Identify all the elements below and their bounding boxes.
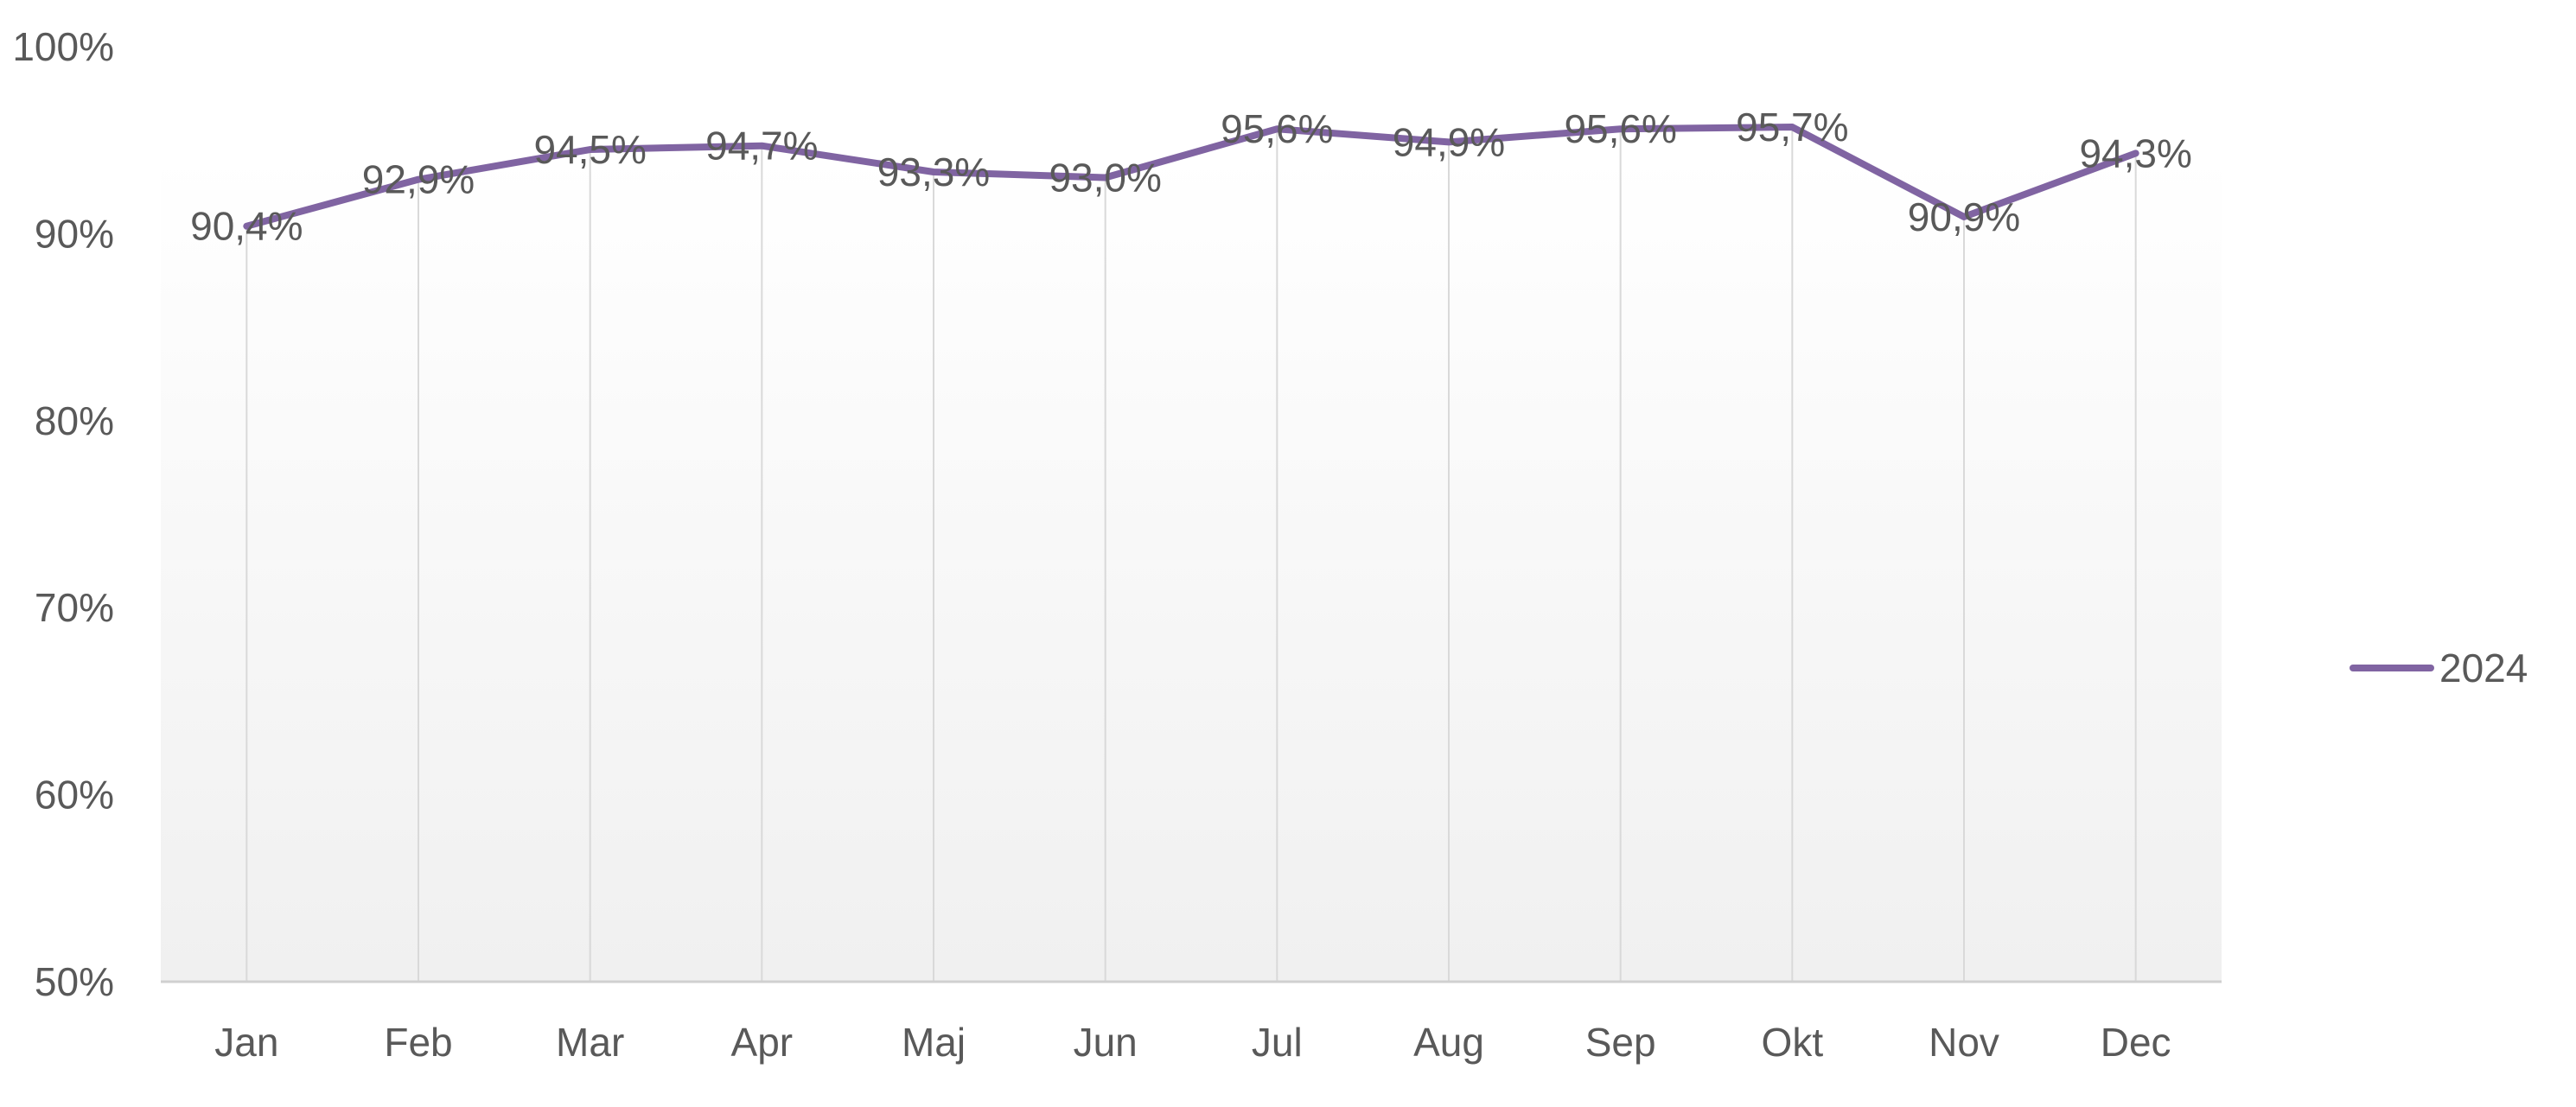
legend: 2024: [2350, 646, 2528, 690]
data-label: 90,4%: [190, 204, 303, 249]
y-axis: 50% 60% 70% 80% 90% 100%: [12, 24, 114, 1004]
data-label: 95,6%: [1564, 106, 1676, 151]
x-tick-label: Nov: [1929, 1020, 1999, 1065]
x-tick-label: Sep: [1585, 1020, 1656, 1065]
x-tick-label: Mar: [556, 1020, 624, 1065]
legend-label-2024: 2024: [2439, 646, 2528, 690]
y-tick-label: 90%: [35, 211, 114, 256]
y-tick-label: 100%: [12, 24, 114, 69]
x-tick-label: Feb: [384, 1020, 452, 1065]
y-tick-label: 80%: [35, 398, 114, 443]
series-line-2024: [243, 124, 2139, 230]
data-label: 94,5%: [533, 127, 646, 172]
data-label: 94,9%: [1393, 119, 1505, 164]
data-label: 95,7%: [1736, 105, 1848, 150]
y-tick-label: 70%: [35, 585, 114, 630]
data-label: 92,9%: [362, 157, 475, 202]
x-axis: Jan Feb Mar Apr Maj Jun Jul Aug Sep Okt Nov Dec: [214, 1020, 2171, 1065]
data-label: 93,3%: [877, 150, 990, 194]
x-tick-label: Jul: [1252, 1020, 1303, 1065]
series-layer: [243, 124, 2139, 230]
y-tick-label: 60%: [35, 773, 114, 818]
x-tick-label: Apr: [731, 1020, 794, 1065]
gridlines: [245, 127, 2137, 982]
x-tick-label: Okt: [1762, 1020, 1824, 1065]
x-tick-label: Dec: [2101, 1020, 2171, 1065]
data-label: 90,9%: [1908, 194, 2020, 239]
data-labels: 90,4% 92,9% 94,5% 94,7% 93,3% 93,0% 95,6% 94,9%…: [190, 105, 2192, 249]
y-tick-label: 50%: [35, 959, 114, 1004]
x-tick-label: Jun: [1074, 1020, 1138, 1065]
plot-area: [161, 156, 2222, 982]
data-label: 94,7%: [705, 124, 818, 169]
x-tick-label: Jan: [214, 1020, 278, 1065]
data-label: 95,6%: [1221, 106, 1333, 151]
x-tick-label: Aug: [1413, 1020, 1484, 1065]
data-label: 93,0%: [1049, 155, 1161, 200]
x-tick-label: Maj: [902, 1020, 966, 1065]
data-label: 94,3%: [2079, 130, 2191, 175]
